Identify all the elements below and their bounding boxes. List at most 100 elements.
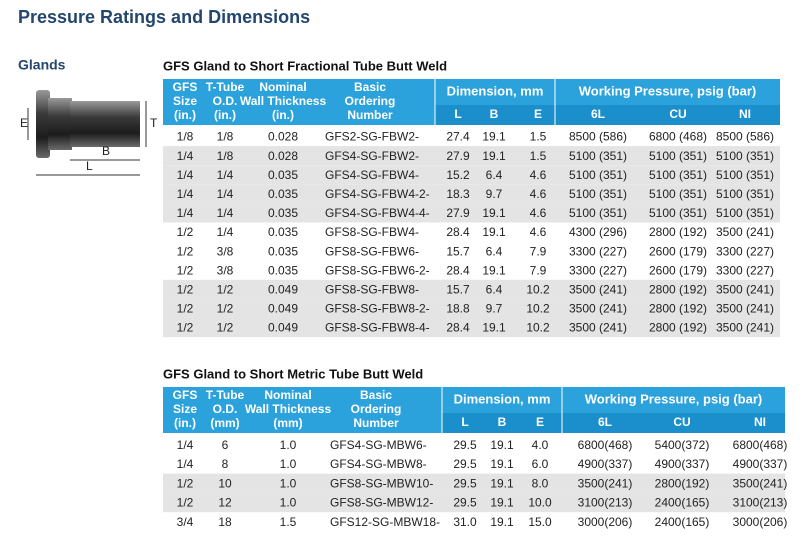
table-cell: 1/8 [217,130,234,144]
column-header: (mm) [210,416,239,430]
table-cell: 19.1 [490,476,514,490]
table-cell: 1.0 [280,457,297,471]
table-cell: 1/2 [177,244,194,258]
table-cell: 3500 (241) [569,283,627,297]
table-cell: 19.1 [490,496,514,510]
section-title: Glands [18,57,66,73]
row-shade [163,203,780,223]
table-cell: 1.5 [530,149,547,163]
table-cell: 8.0 [532,476,549,490]
group-header: Working Pressure, psig (bar) [585,391,762,406]
table-cell: 3/4 [177,515,194,529]
table-cell: 2800 (192) [649,302,707,316]
table-cell: 1/4 [177,168,194,182]
table-cell: 19.1 [482,206,506,220]
sub-header: L [454,107,461,121]
table-cell: 0.035 [268,225,298,239]
column-header: Size [173,402,197,416]
table-cell: 1/2 [177,321,194,335]
table-subheader [435,105,780,125]
table-cell: 6 [222,438,229,452]
table-cell: 3300 (227) [569,263,627,277]
table-cell: 19.1 [482,321,506,335]
table-cell: 0.028 [268,130,298,144]
table-cell: 10.0 [528,496,552,510]
table-cell: GFS8-SG-MBW12- [330,496,433,510]
row-shade [163,492,785,513]
table-cell: 19.1 [482,263,506,277]
table-cell: 1/2 [217,321,234,335]
dimension-label: E [20,116,28,130]
table-cell: 1/8 [217,149,234,163]
table-title: GFS Gland to Short Metric Tube Butt Weld [163,366,423,381]
column-header: T-Tube [206,80,245,94]
table-cell: 7.9 [530,263,547,277]
table-cell: 29.5 [453,438,477,452]
table-cell: 2600 (179) [649,244,707,258]
sub-header: E [536,415,544,429]
gland-diagram: E T B L [20,90,158,176]
column-header: Ordering [351,402,402,416]
table-cell: 3500(241) [578,476,633,490]
table-cell: 6.4 [486,283,503,297]
table-cell: 5100 (351) [569,206,627,220]
column-header: Number [347,108,393,122]
table-cell: GFS4-SG-FBW4- [325,168,419,182]
column-header: Wall Thickness [245,402,332,416]
row-shade [163,146,780,166]
table-cell: 10.2 [526,283,550,297]
table-cell: 1/4 [217,206,234,220]
sub-header: 6L [598,415,612,429]
table-cell: 18 [218,515,232,529]
table-cell: 28.4 [446,263,470,277]
table-cell: 1/4 [217,187,234,201]
table-cell: 4.6 [530,187,547,201]
table-cell: 3500 (241) [569,302,627,316]
row-shade [163,473,785,493]
table-cell: 18.8 [446,302,470,316]
table-cell: 29.5 [453,496,477,510]
table-cell: 3500(241) [733,476,788,490]
table-cell: 6800(468) [733,438,788,452]
table-cell: GFS4-SG-MBW8- [330,457,427,471]
sub-header: CU [669,107,686,121]
row-shade [163,318,780,338]
table-cell: 1/8 [177,130,194,144]
table-cell: 1.0 [280,476,297,490]
table-cell: 1.5 [280,515,297,529]
table-cell: 0.028 [268,149,298,163]
table-cell: 15.0 [528,515,552,529]
table-cell: 2400(165) [655,496,710,510]
table-cell: 19.1 [490,438,514,452]
row-shade [163,165,780,185]
table-cell: 2800(192) [655,476,710,490]
column-header: Basic [354,80,386,94]
column-header: O.D. [213,94,238,108]
table-cell: 2800 (192) [649,225,707,239]
table-cell: 3500 (241) [569,321,627,335]
table-cell: 27.9 [446,206,470,220]
table-cell: 6.4 [486,168,503,182]
table-cell: 19.1 [490,515,514,529]
group-header: Dimension, mm [447,83,544,98]
table-cell: 1/2 [177,302,194,316]
table-cell: 4.0 [532,438,549,452]
column-header: T-Tube [206,388,245,402]
table-cell: 4.6 [530,206,547,220]
table-cell: 2800 (192) [649,283,707,297]
dimension-label: B [102,144,110,158]
column-header: Wall Thickness [240,94,327,108]
dimension-label: L [86,159,93,173]
table-cell: 3100(213) [733,496,788,510]
table-cell: 1/2 [177,225,194,239]
table-cell: 0.049 [268,302,298,316]
table-cell: 0.035 [268,187,298,201]
table-cell: 0.049 [268,283,298,297]
table-cell: 1/4 [217,225,234,239]
table-cell: 8500 (586) [569,130,627,144]
table-cell: 1/2 [177,496,194,510]
column-header: Basic [360,388,392,402]
table-cell: GFS4-SG-MBW6- [330,438,427,452]
table-cell: 3/8 [217,244,234,258]
